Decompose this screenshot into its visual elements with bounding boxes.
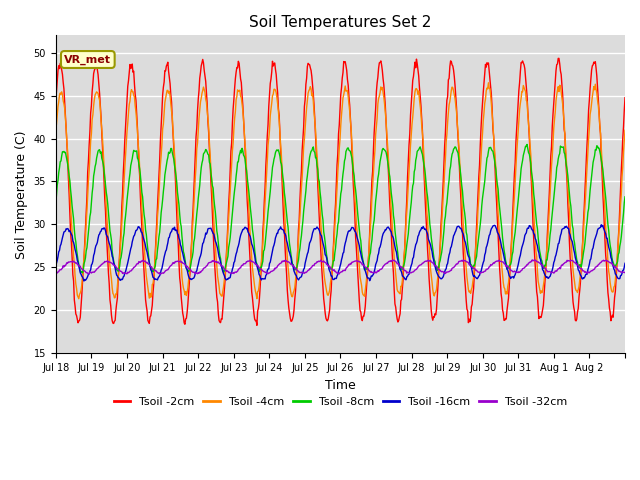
Tsoil -32cm [119, 271, 127, 276]
Tsoil -8cm [52, 202, 60, 207]
Tsoil -2cm [253, 323, 260, 328]
Tsoil -4cm [274, 101, 282, 107]
Tsoil -8cm [224, 253, 232, 259]
Legend: Tsoil -2cm, Tsoil -4cm, Tsoil -8cm, Tsoil -16cm, Tsoil -32cm: Tsoil -2cm, Tsoil -4cm, Tsoil -8cm, Tsoi… [109, 393, 572, 411]
Tsoil -16cm [597, 222, 605, 228]
Tsoil -2cm [621, 95, 629, 100]
Tsoil -2cm [223, 236, 231, 241]
Tsoil -16cm [80, 278, 88, 284]
Tsoil -4cm [252, 291, 260, 297]
Tsoil -4cm [400, 257, 408, 263]
Title: Soil Temperatures Set 2: Soil Temperatures Set 2 [249, 15, 431, 30]
Tsoil -2cm [274, 90, 282, 96]
Tsoil -2cm [52, 96, 60, 102]
Line: Tsoil -2cm: Tsoil -2cm [56, 59, 625, 325]
Tsoil -4cm [120, 192, 127, 198]
Tsoil -8cm [621, 194, 629, 200]
Tsoil -16cm [274, 230, 282, 236]
Line: Tsoil -4cm: Tsoil -4cm [56, 83, 625, 299]
Tsoil -2cm [119, 190, 127, 195]
Tsoil -4cm [484, 80, 492, 85]
Tsoil -32cm [531, 257, 538, 263]
Tsoil -4cm [621, 127, 629, 133]
Tsoil -8cm [79, 270, 86, 276]
Tsoil -8cm [252, 259, 260, 265]
Tsoil -16cm [400, 274, 408, 280]
Tsoil -16cm [252, 261, 260, 266]
X-axis label: Time: Time [325, 379, 356, 392]
Tsoil -2cm [432, 312, 440, 318]
Y-axis label: Soil Temperature (C): Soil Temperature (C) [15, 130, 28, 259]
Tsoil -2cm [400, 258, 408, 264]
Tsoil -4cm [52, 128, 60, 133]
Tsoil -4cm [432, 289, 440, 295]
Tsoil -16cm [224, 276, 232, 282]
Tsoil -16cm [52, 263, 60, 269]
Tsoil -2cm [555, 56, 563, 61]
Tsoil -32cm [431, 263, 439, 268]
Tsoil -32cm [252, 261, 259, 267]
Tsoil -8cm [400, 263, 408, 268]
Tsoil -32cm [399, 265, 407, 271]
Tsoil -32cm [52, 271, 60, 277]
Line: Tsoil -8cm: Tsoil -8cm [56, 144, 625, 273]
Tsoil -32cm [621, 270, 629, 276]
Tsoil -32cm [273, 264, 281, 270]
Tsoil -16cm [120, 274, 127, 280]
Tsoil -2cm [252, 318, 259, 324]
Tsoil -8cm [432, 265, 440, 271]
Tsoil -16cm [621, 261, 629, 266]
Tsoil -16cm [432, 266, 440, 272]
Text: VR_met: VR_met [64, 54, 111, 65]
Line: Tsoil -16cm: Tsoil -16cm [56, 225, 625, 281]
Tsoil -8cm [120, 235, 127, 240]
Tsoil -4cm [75, 296, 83, 301]
Tsoil -8cm [274, 148, 282, 154]
Tsoil -32cm [223, 268, 231, 274]
Tsoil -8cm [523, 142, 531, 147]
Line: Tsoil -32cm: Tsoil -32cm [56, 260, 625, 274]
Tsoil -4cm [224, 227, 232, 233]
